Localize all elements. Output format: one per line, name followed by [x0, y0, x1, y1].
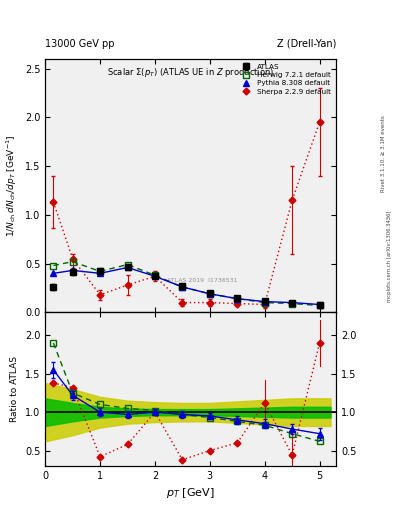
Pythia 8.308 default: [152, 273, 157, 280]
Pythia 8.308 default: [208, 291, 212, 297]
Y-axis label: $1/N_{\rm ch}\,dN_{\rm ch}/dp_T\;[\rm GeV^{-1}]$: $1/N_{\rm ch}\,dN_{\rm ch}/dp_T\;[\rm Ge…: [5, 135, 19, 237]
Line: Herwig 7.2.1 default: Herwig 7.2.1 default: [51, 259, 322, 308]
Line: Sherpa 2.2.9 default: Sherpa 2.2.9 default: [51, 120, 322, 307]
Text: Z (Drell-Yan): Z (Drell-Yan): [277, 38, 336, 49]
Sherpa 2.2.9 default: [125, 282, 130, 288]
Sherpa 2.2.9 default: [51, 199, 56, 205]
Pythia 8.308 default: [51, 270, 56, 276]
Herwig 7.2.1 default: [235, 295, 240, 302]
Sherpa 2.2.9 default: [317, 119, 322, 125]
Sherpa 2.2.9 default: [235, 301, 240, 307]
Herwig 7.2.1 default: [98, 268, 103, 274]
Sherpa 2.2.9 default: [208, 300, 212, 306]
Herwig 7.2.1 default: [290, 301, 294, 307]
Pythia 8.308 default: [290, 300, 294, 306]
Pythia 8.308 default: [262, 298, 267, 305]
Pythia 8.308 default: [98, 270, 103, 276]
Pythia 8.308 default: [125, 264, 130, 270]
Herwig 7.2.1 default: [152, 272, 157, 279]
X-axis label: $p_T$ [GeV]: $p_T$ [GeV]: [166, 486, 215, 500]
Text: Scalar $\Sigma(p_T)$ (ATLAS UE in $Z$ production): Scalar $\Sigma(p_T)$ (ATLAS UE in $Z$ pr…: [107, 67, 274, 79]
Y-axis label: Ratio to ATLAS: Ratio to ATLAS: [10, 356, 19, 422]
Herwig 7.2.1 default: [51, 263, 56, 269]
Pythia 8.308 default: [70, 267, 75, 273]
Herwig 7.2.1 default: [125, 262, 130, 268]
Sherpa 2.2.9 default: [180, 300, 185, 306]
Sherpa 2.2.9 default: [290, 197, 294, 203]
Herwig 7.2.1 default: [180, 284, 185, 290]
Pythia 8.308 default: [235, 295, 240, 302]
Text: ATLAS 2019  I1736531: ATLAS 2019 I1736531: [167, 278, 238, 283]
Pythia 8.308 default: [180, 284, 185, 290]
Legend: ATLAS, Herwig 7.2.1 default, Pythia 8.308 default, Sherpa 2.2.9 default: ATLAS, Herwig 7.2.1 default, Pythia 8.30…: [237, 62, 332, 96]
Text: 13000 GeV pp: 13000 GeV pp: [45, 38, 115, 49]
Herwig 7.2.1 default: [262, 300, 267, 306]
Line: Pythia 8.308 default: Pythia 8.308 default: [51, 265, 322, 307]
Sherpa 2.2.9 default: [152, 273, 157, 280]
Sherpa 2.2.9 default: [98, 292, 103, 298]
Text: Rivet 3.1.10, ≥ 3.1M events: Rivet 3.1.10, ≥ 3.1M events: [381, 115, 386, 192]
Text: mcplots.cern.ch [arXiv:1306.3436]: mcplots.cern.ch [arXiv:1306.3436]: [387, 210, 392, 302]
Sherpa 2.2.9 default: [262, 302, 267, 308]
Pythia 8.308 default: [317, 302, 322, 308]
Herwig 7.2.1 default: [317, 303, 322, 309]
Herwig 7.2.1 default: [208, 291, 212, 297]
Sherpa 2.2.9 default: [70, 255, 75, 262]
Herwig 7.2.1 default: [70, 259, 75, 265]
